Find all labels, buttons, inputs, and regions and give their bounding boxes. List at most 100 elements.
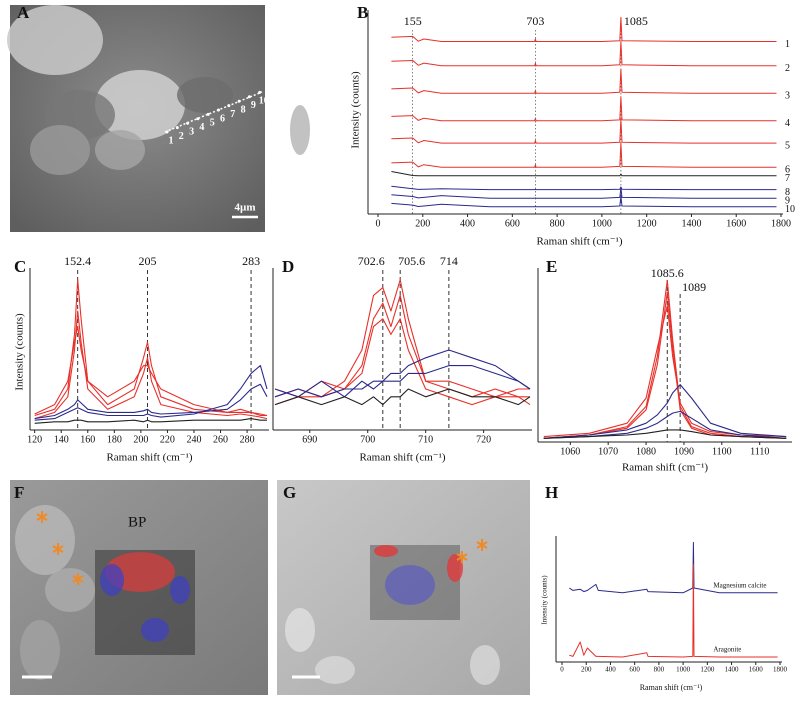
x-tick-label: 1400 <box>725 666 740 674</box>
point-marker <box>258 90 262 94</box>
panel-letters: A B C D E F G H <box>14 3 558 502</box>
panel-letter: E <box>546 257 557 276</box>
x-tick-label: 400 <box>605 666 616 674</box>
x-tick-label: 180 <box>107 434 122 445</box>
x-tick-label: 1000 <box>676 666 691 674</box>
peak-label: 152.4 <box>64 254 91 268</box>
peak-label: 703 <box>526 14 544 28</box>
spectrum <box>391 68 777 94</box>
spectrum <box>543 429 787 439</box>
spectrum <box>391 41 777 67</box>
trace-label: Magnesium calcite <box>713 581 766 589</box>
x-axis-label: Raman shift (cm⁻¹) <box>622 462 708 474</box>
panel-letter: B <box>357 3 368 22</box>
x-tick-label: 720 <box>476 434 491 445</box>
x-axis-label: Raman shift (cm⁻¹) <box>106 452 192 464</box>
spectrum <box>391 185 777 191</box>
point-label: 1 <box>169 135 174 146</box>
x-tick-label: 800 <box>654 666 665 674</box>
spectrum <box>34 310 268 420</box>
x-tick-label: 700 <box>360 434 375 445</box>
trace-label: 5 <box>785 140 790 151</box>
panel-letter: G <box>283 483 296 502</box>
x-tick-label: 1110 <box>750 446 769 457</box>
peak-label: 714 <box>440 254 458 268</box>
spectrum <box>274 388 531 406</box>
x-tick-label: 1070 <box>598 446 618 457</box>
spectrum <box>274 349 531 398</box>
y-axis-label: Intensity (counts) <box>14 313 26 391</box>
spectrum <box>274 318 531 406</box>
x-axis-label: Raman shift (cm⁻¹) <box>640 683 703 692</box>
point-label: 10 <box>259 96 269 107</box>
x-tick-label: 1200 <box>700 666 715 674</box>
peak-label: 1089 <box>682 280 706 294</box>
x-tick-label: 1400 <box>681 218 701 229</box>
x-tick-label: 120 <box>27 434 42 445</box>
x-tick-label: 140 <box>54 434 69 445</box>
spectrum <box>274 294 530 398</box>
spectrum <box>543 384 787 439</box>
x-tick-label: 220 <box>160 434 175 445</box>
x-tick-label: 1100 <box>712 446 732 457</box>
scale-bar-label: 4µm <box>234 202 255 214</box>
point-marker <box>165 130 169 134</box>
trace-label: 6 <box>785 165 790 176</box>
x-tick-label: 400 <box>460 218 475 229</box>
spectrum <box>391 16 777 42</box>
peak-label: 705.6 <box>398 254 425 268</box>
peak-label: 1085.6 <box>651 266 684 280</box>
point-label: 9 <box>251 100 256 111</box>
point-label: 7 <box>230 109 235 120</box>
point-marker <box>227 104 231 108</box>
image-a: 4µm 1 2 3 4 5 6 7 8 9 10 <box>7 5 310 232</box>
panel-letter: F <box>14 483 24 502</box>
x-tick-label: 0 <box>560 666 564 674</box>
peak-label: 1085 <box>624 14 648 28</box>
y-axis-label: Intensity (counts) <box>541 575 549 625</box>
x-tick-label: 1600 <box>726 218 746 229</box>
x-axis-label: Raman shift (cm⁻¹) <box>536 236 622 248</box>
point-marker <box>206 112 210 116</box>
x-tick-label: 1090 <box>674 446 694 457</box>
trace-label: 3 <box>785 90 790 101</box>
x-tick-label: 260 <box>213 434 228 445</box>
trace-label: 7 <box>785 173 790 184</box>
x-tick-label: 280 <box>240 434 255 445</box>
panel-letter: H <box>545 483 558 502</box>
spectrum <box>543 279 787 439</box>
point-label: 4 <box>199 122 204 133</box>
spectrum <box>34 326 268 417</box>
peak-label: 155 <box>404 14 422 28</box>
trace-label: 4 <box>785 118 790 129</box>
point-label: 5 <box>210 118 215 129</box>
spectrum <box>274 365 531 398</box>
x-tick-label: 600 <box>505 218 520 229</box>
spectrum <box>391 171 777 177</box>
region-label: BP <box>128 514 146 530</box>
trace-label: 10 <box>785 204 795 215</box>
trace-label: Aragonite <box>713 646 741 654</box>
point-label: 3 <box>189 126 194 137</box>
x-tick-label: 200 <box>133 434 148 445</box>
x-tick-label: 160 <box>80 434 95 445</box>
spectrum <box>34 279 267 417</box>
spectrum <box>391 96 777 122</box>
trace-label: 8 <box>785 187 790 198</box>
x-tick-label: 0 <box>376 218 381 229</box>
peak-label: 205 <box>139 254 157 268</box>
x-tick-label: 200 <box>415 218 430 229</box>
x-tick-label: 200 <box>581 666 592 674</box>
point-marker <box>196 117 200 121</box>
spectrum <box>34 365 268 421</box>
y-axis-label: Intensity (counts) <box>350 71 362 149</box>
peak-label: 283 <box>242 254 260 268</box>
panel-letter: C <box>14 257 26 276</box>
spectrum <box>391 118 777 144</box>
x-tick-label: 800 <box>550 218 565 229</box>
point-marker <box>175 126 179 130</box>
x-tick-label: 600 <box>629 666 640 674</box>
point-marker <box>186 121 190 125</box>
